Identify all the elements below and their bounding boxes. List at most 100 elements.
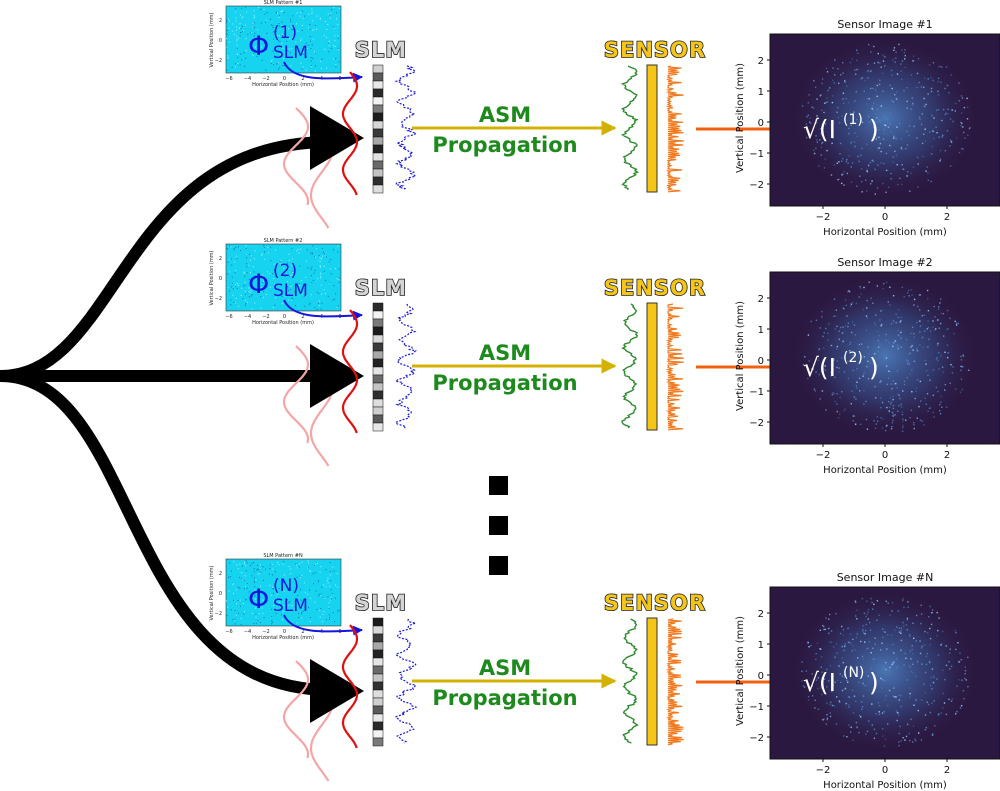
speckle-pixel [896, 387, 898, 389]
speckle-pixel [921, 645, 923, 648]
speckle-pixel [830, 174, 833, 176]
speckle-pixel [861, 77, 864, 79]
noise-pixel [332, 299, 334, 301]
noise-pixel [234, 272, 236, 274]
noise-pixel [228, 590, 230, 592]
speckle-pixel [878, 711, 880, 713]
speckle-pixel [888, 370, 890, 372]
speckle-pixel [899, 321, 901, 323]
noise-pixel [239, 23, 241, 25]
speckle-pixel [863, 612, 866, 614]
speckle-pixel [902, 420, 904, 422]
noise-pixel [253, 581, 255, 583]
speckle-pixel [880, 105, 883, 107]
noise-pixel [236, 603, 238, 604]
noise-pixel [249, 292, 251, 294]
speckle-pixel [881, 687, 883, 689]
speckle-pixel [917, 186, 919, 188]
noise-pixel [335, 64, 337, 66]
speckle-pixel [873, 658, 875, 661]
speckle-pixel [815, 122, 818, 124]
speckle-pixel [835, 723, 838, 725]
speckle-pixel [911, 294, 913, 296]
speckle-pixel [881, 427, 884, 429]
speckle-pixel [961, 97, 964, 99]
noise-pixel [234, 618, 236, 620]
speckle-pixel [927, 78, 929, 80]
speckle-pixel [910, 409, 913, 411]
speckle-pixel [900, 649, 902, 651]
speckle-pixel [856, 49, 858, 51]
noise-pixel [321, 58, 323, 60]
noise-pixel [278, 17, 280, 18]
noise-pixel [290, 286, 292, 287]
speckle-pixel [885, 425, 888, 427]
slm-pattern-xlabel: Horizontal Position (mm) [252, 635, 314, 641]
noise-pixel [256, 56, 258, 58]
speckle-pixel [856, 118, 858, 121]
propagated-wave [620, 65, 640, 191]
speckle-pixel [912, 104, 914, 106]
speckle-pixel [940, 81, 942, 83]
speckle-pixel [844, 688, 846, 690]
slm-pixel [372, 721, 384, 731]
sensor-bar [646, 302, 658, 431]
noise-pixel [246, 263, 248, 265]
speckle-pixel [912, 663, 914, 665]
noise-pixel [335, 58, 337, 60]
speckle-pixel [859, 175, 861, 177]
speckle-pixel [848, 706, 850, 708]
speckle-pixel [917, 305, 919, 308]
propagation-label: Propagation [432, 133, 577, 157]
speckle-pixel [938, 136, 940, 138]
noise-pixel [307, 593, 309, 595]
speckle-pixel [850, 142, 852, 144]
speckle-pixel [851, 162, 854, 164]
speckle-pixel [906, 679, 908, 681]
noise-pixel [271, 59, 273, 61]
speckle-pixel [949, 648, 951, 650]
noise-pixel [295, 563, 297, 565]
speckle-pixel [881, 712, 884, 714]
noise-pixel [289, 289, 291, 291]
speckle-pixel [883, 132, 885, 135]
speckle-pixel [836, 393, 838, 395]
propagated-wave [622, 618, 639, 744]
noise-pixel [240, 32, 241, 33]
speckle-pixel [887, 602, 889, 604]
slm-x-tick: 2 [301, 629, 304, 635]
speckle-pixel [878, 713, 881, 715]
noise-pixel [271, 623, 272, 625]
speckle-pixel [932, 733, 934, 735]
speckle-pixel [905, 657, 907, 659]
speckle-pixel [936, 357, 938, 359]
noise-pixel [286, 599, 288, 601]
speckle-pixel [871, 724, 873, 726]
noise-pixel [263, 617, 265, 619]
noise-pixel [325, 569, 327, 571]
speckle-pixel [942, 669, 944, 672]
speckle-pixel [829, 712, 831, 714]
speckle-pixel [829, 87, 831, 89]
speckle-pixel [841, 332, 844, 334]
noise-pixel [243, 271, 245, 273]
speckle-pixel [816, 98, 818, 100]
speckle-pixel [823, 332, 825, 334]
speckle-pixel [840, 326, 842, 329]
speckle-pixel [920, 604, 922, 607]
speckle-pixel [879, 122, 881, 124]
noise-pixel [309, 24, 311, 26]
speckle-field [802, 281, 970, 432]
noise-pixel [250, 32, 252, 34]
speckle-pixel [804, 356, 806, 358]
speckle-pixel [923, 86, 925, 88]
noise-pixel [292, 297, 294, 299]
speckle-pixel [843, 308, 845, 310]
speckle-pixel [933, 676, 935, 679]
speckle-pixel [898, 744, 900, 747]
noise-pixel [288, 259, 290, 261]
speckle-pixel [946, 84, 949, 87]
noise-pixel [227, 55, 228, 57]
speckle-pixel [898, 631, 901, 633]
noise-pixel [250, 255, 252, 257]
